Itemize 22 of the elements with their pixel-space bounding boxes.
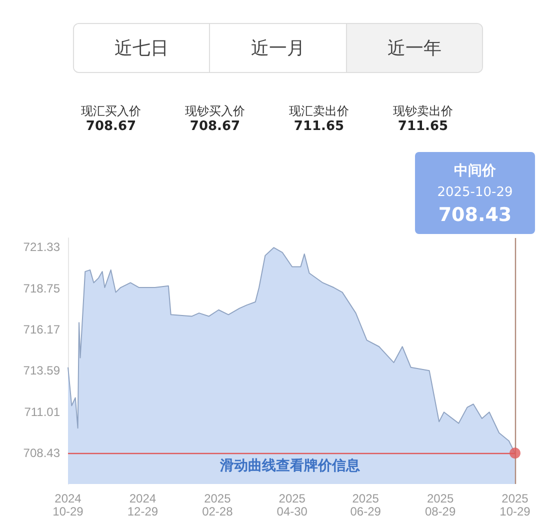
- text: 近七日: [74, 24, 210, 72]
- annotation: 滑动曲线查看牌价信息: [220, 457, 360, 475]
- y-tick-label: 716.17: [23, 322, 60, 337]
- x-tick-label: 2025 04-30: [276, 492, 308, 518]
- x-tick-label: 2025 08-29: [424, 492, 456, 518]
- text: 现汇买入价 708.67: [80, 104, 142, 135]
- y-tick-label: 711.01: [24, 404, 60, 419]
- text: 近一年: [346, 24, 482, 72]
- text: 近一月: [210, 24, 347, 72]
- text: 现汇卖出价 711.65: [288, 104, 350, 135]
- text: 中间价 2025-10-29 708.43: [436, 162, 514, 226]
- y-tick-label: 713.59: [23, 364, 60, 378]
- text: 现钞买入价 708.67: [184, 104, 246, 135]
- x-tick-label: 2024 12-29: [127, 492, 158, 518]
- y-tick-label: 708.43: [23, 446, 60, 460]
- y-tick-label: 721.33: [23, 240, 60, 254]
- y-tick-label: 718.75: [23, 281, 60, 296]
- x-tick-label: 2025 06-29: [350, 492, 382, 518]
- x-tick-label: 2024 10-29: [52, 492, 84, 518]
- x-tick-label: 2025 02-28: [202, 492, 234, 518]
- text: 现钞卖出价 711.65: [392, 104, 454, 135]
- x-tick-label: 2025 10-29: [500, 492, 531, 518]
